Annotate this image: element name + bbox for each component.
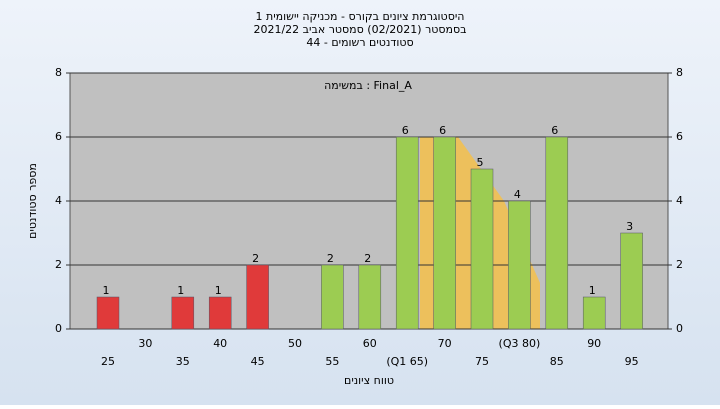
x-tick-label: 70 [438, 337, 452, 350]
y2-tick-label: 0 [676, 322, 683, 335]
x-tick-label: 30 [138, 337, 152, 350]
value-label: 1 [177, 284, 184, 297]
x-tick-label: 40 [213, 337, 227, 350]
bar [545, 136, 569, 330]
value-label: 1 [103, 284, 110, 297]
y-tick-label: 4 [55, 194, 62, 207]
bar [171, 296, 195, 330]
value-label: 2 [252, 252, 259, 265]
bar [321, 264, 344, 330]
x-tick-label: 85 [550, 355, 564, 368]
x-tick-label: 95 [625, 355, 639, 368]
bar [395, 136, 419, 330]
x-tick-label: 90 [587, 337, 601, 350]
x-tick-label: 50 [288, 337, 302, 350]
value-label: 4 [514, 188, 521, 201]
y-tick-label: 0 [55, 322, 62, 335]
value-label: 6 [551, 124, 558, 137]
bar [470, 168, 494, 330]
x-tick-label: 60 [363, 337, 377, 350]
y-tick-label: 8 [55, 66, 62, 79]
annotation: במשימה : Final_A [324, 79, 412, 92]
value-label: 3 [626, 220, 633, 233]
y-tick-label: 2 [55, 258, 62, 271]
bar [620, 232, 643, 330]
y-tick-label: 6 [55, 130, 62, 143]
y2-tick-label: 2 [676, 258, 683, 271]
x-tick-label: 45 [251, 355, 265, 368]
x-tick-label: (Q3 80) [499, 337, 541, 350]
bar [508, 200, 531, 330]
y2-tick-label: 8 [676, 66, 683, 79]
chart-subtitle: בסמסטר (02/2021) סמסטר אביב 2021/22 [253, 23, 466, 36]
bar [358, 264, 382, 330]
value-label: 2 [327, 252, 334, 265]
bar [433, 136, 456, 330]
x-tick-label: 25 [101, 355, 115, 368]
value-label: 1 [589, 284, 596, 297]
value-label: 2 [364, 252, 371, 265]
x-tick-label: 75 [475, 355, 489, 368]
x-tick-label: 55 [325, 355, 339, 368]
value-label: 5 [477, 156, 484, 169]
y2-tick-label: 4 [676, 194, 683, 207]
y2-tick-label: 6 [676, 130, 683, 143]
bar [246, 264, 269, 330]
bar [96, 296, 120, 330]
value-label: 1 [215, 284, 222, 297]
y-axis-label: מספר סטודנטים [26, 163, 39, 239]
value-label: 6 [402, 124, 409, 137]
x-tick-label: 35 [176, 355, 190, 368]
x-tick-label: (Q1 65) [386, 355, 428, 368]
chart-title: היסטוגרמת ציונים בקורס - מכניקה יישומית … [256, 10, 465, 23]
x-axis-label: טווח ציונים [344, 374, 394, 387]
bar [208, 296, 232, 330]
value-label: 6 [439, 124, 446, 137]
bar [582, 296, 606, 330]
chart-subtitle: סטודנטים רשומים - 44 [306, 36, 413, 49]
